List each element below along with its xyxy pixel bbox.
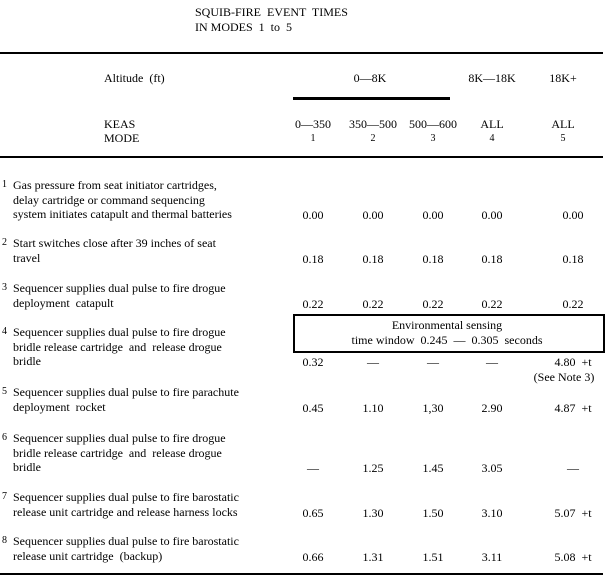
row-text: bridle release cartridge and release dro…: [13, 339, 222, 354]
row-text: bridle: [13, 460, 41, 474]
row-number: 3: [2, 282, 7, 293]
row-text: release unit cartridge (backup): [13, 548, 163, 563]
row-text: Sequencer supplies dual pulse to fire dr…: [13, 281, 226, 295]
time-value: 3.10: [481, 505, 503, 520]
time-value: —: [567, 461, 579, 475]
time-value: 0.65: [302, 505, 324, 520]
time-value: —: [307, 461, 319, 475]
row-number: 8: [2, 535, 7, 546]
time-value: 0.18: [362, 251, 384, 266]
note: (See Note 3): [533, 370, 595, 384]
time-value: 1.31: [362, 549, 384, 564]
time-value: 1.45: [422, 461, 444, 475]
row-number: 1: [2, 179, 7, 190]
environment-box: [293, 314, 605, 353]
mode-label: MODE: [104, 131, 140, 145]
row-text: Sequencer supplies dual pulse to fire ba…: [13, 490, 239, 504]
time-value: 0.22: [562, 296, 584, 311]
row-number: 6: [2, 432, 7, 443]
keas-range: 350—500: [349, 117, 397, 131]
time-value: 0.45: [302, 400, 324, 415]
row-text: Sequencer supplies dual pulse to fire dr…: [13, 325, 226, 339]
row-text: deployment rocket: [13, 399, 106, 414]
altitude-group: 18K+: [549, 71, 577, 85]
rule: [0, 156, 603, 158]
time-value: 1.50: [422, 505, 444, 520]
time-value: 4.80 +t: [554, 355, 592, 369]
time-value: 3.05: [481, 461, 503, 475]
time-value: 0.00: [562, 208, 584, 222]
time-value: 5.07 +t: [554, 505, 592, 520]
time-value: 0.66: [302, 549, 324, 564]
box-text: time window 0.245 — 0.305 seconds: [351, 333, 543, 347]
group-rule: [293, 97, 450, 100]
time-value: —: [427, 355, 439, 369]
time-value: 0.00: [422, 208, 444, 222]
altitude-group: 8K—18K: [468, 71, 516, 85]
altitude-label: Altitude (ft): [104, 71, 165, 85]
keas-label: KEAS: [104, 117, 136, 131]
time-value: 1.10: [362, 400, 384, 415]
time-value: 3.11: [481, 549, 503, 564]
keas-range: 500—600: [409, 117, 457, 131]
box-text: Environmental sensing: [391, 318, 503, 332]
time-value: 0.18: [422, 251, 444, 266]
keas-range: ALL: [551, 117, 575, 131]
row-text: delay cartridge or command sequencing: [13, 192, 205, 207]
row-text: deployment catapult: [13, 295, 114, 310]
title-line: IN MODES 1 to 5: [195, 20, 293, 34]
time-value: 1.25: [362, 461, 384, 475]
keas-range: 0—350: [295, 117, 331, 131]
time-value: —: [367, 355, 379, 369]
altitude-group: 0—8K: [353, 71, 387, 85]
row-text: Start switches close after 39 inches of …: [13, 236, 216, 250]
title-line: SQUIB-FIRE EVENT TIMES: [195, 5, 348, 19]
time-value: 0.00: [362, 208, 384, 222]
time-value: 2.90: [481, 400, 503, 415]
time-value: 1,30: [422, 400, 444, 415]
time-value: 0.00: [302, 208, 324, 222]
row-text: bridle release cartridge and release dro…: [13, 445, 222, 460]
time-value: 5.08 +t: [554, 549, 592, 564]
time-value: 0.18: [562, 251, 584, 266]
row-number: 7: [2, 491, 7, 502]
keas-range: ALL: [480, 117, 504, 131]
time-value: 1.51: [422, 549, 444, 564]
time-value: 1.30: [362, 505, 384, 520]
time-value: 0.18: [481, 251, 503, 266]
row-text: bridle: [13, 354, 41, 368]
time-value: 0.00: [481, 208, 503, 222]
rule: [0, 52, 603, 54]
row-text: Gas pressure from seat initiator cartrid…: [13, 178, 217, 192]
row-text: Sequencer supplies dual pulse to fire ba…: [13, 534, 239, 548]
time-value: —: [486, 355, 498, 369]
time-value: 0.22: [302, 296, 324, 311]
time-value: 0.22: [422, 296, 444, 311]
mode-number: 3: [430, 133, 436, 144]
mode-number: 5: [560, 133, 566, 144]
row-text: travel: [13, 250, 41, 265]
mode-number: 1: [310, 133, 316, 144]
time-value: 0.22: [481, 296, 503, 311]
row-text: system initiates catapult and thermal ba…: [13, 207, 232, 221]
time-value: 0.32: [302, 355, 324, 369]
time-value: 4.87 +t: [554, 400, 592, 415]
row-text: release unit cartridge and release harne…: [13, 504, 238, 519]
mode-number: 2: [370, 133, 376, 144]
row-text: Sequencer supplies dual pulse to fire pa…: [13, 385, 239, 399]
time-value: 0.22: [362, 296, 384, 311]
row-number: 4: [2, 326, 7, 337]
row-number: 5: [2, 386, 7, 397]
rule: [0, 573, 603, 575]
mode-number: 4: [489, 133, 495, 144]
row-text: Sequencer supplies dual pulse to fire dr…: [13, 431, 226, 445]
row-number: 2: [2, 237, 7, 248]
time-value: 0.18: [302, 251, 324, 266]
